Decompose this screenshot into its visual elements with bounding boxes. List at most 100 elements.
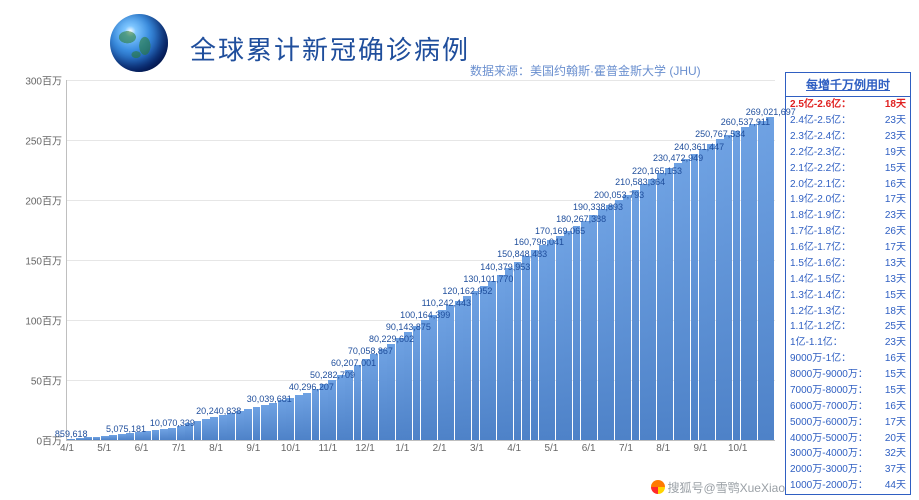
value-label: 190,338,893 xyxy=(573,202,623,212)
bar xyxy=(707,144,715,440)
panel-header: 每增千万例用时 xyxy=(786,73,910,97)
x-tick: 11/1 xyxy=(318,443,337,454)
x-tick: 4/1 xyxy=(60,443,74,454)
value-label: 130,101,770 xyxy=(463,274,513,284)
bar xyxy=(244,409,252,440)
value-label: 150,848,483 xyxy=(497,249,547,259)
value-label: 30,039,681 xyxy=(247,394,292,404)
value-label: 80,229,602 xyxy=(369,334,414,344)
panel-row: 4000万-5000万：20天 xyxy=(786,430,910,446)
bar xyxy=(556,236,564,440)
bar xyxy=(387,344,395,440)
panel-row: 2000万-3000万：37天 xyxy=(786,462,910,478)
bar xyxy=(227,413,235,440)
bar xyxy=(261,405,269,440)
watermark: 搜狐号@雪鹗XueXiao xyxy=(651,479,785,496)
bar xyxy=(438,310,446,440)
bar xyxy=(337,375,345,440)
bar xyxy=(564,231,572,440)
bar xyxy=(278,400,286,440)
bar xyxy=(648,179,656,440)
x-tick: 10/1 xyxy=(728,443,747,454)
bar xyxy=(126,433,134,440)
panel-row: 2.0亿-2.1亿：16天 xyxy=(786,176,910,192)
bar xyxy=(463,296,471,440)
value-label: 120,162,952 xyxy=(442,286,492,296)
bar xyxy=(362,359,370,440)
bar xyxy=(749,124,757,440)
bar xyxy=(312,389,320,440)
panel-row: 2.5亿-2.6亿：18天 xyxy=(786,97,910,113)
panel-row: 5000万-6000万：17天 xyxy=(786,415,910,431)
value-label: 260,537,911 xyxy=(721,117,770,127)
bar xyxy=(404,332,412,440)
value-label: 100,164,399 xyxy=(400,310,450,320)
bar xyxy=(766,117,774,440)
bar xyxy=(429,315,437,440)
bar xyxy=(168,428,176,440)
bar xyxy=(514,262,522,440)
value-label: 220,165,153 xyxy=(632,166,682,176)
panel-row: 8000万-9000万：15天 xyxy=(786,367,910,383)
days-panel: 每增千万例用时 2.5亿-2.6亿：18天2.4亿-2.5亿：23天2.3亿-2… xyxy=(785,72,911,495)
bar xyxy=(674,163,682,440)
value-label: 50,282,709 xyxy=(310,370,355,380)
sohu-icon xyxy=(651,480,665,494)
panel-row: 1.7亿-1.8亿：26天 xyxy=(786,224,910,240)
bar xyxy=(547,240,555,440)
y-tick: 50百万 xyxy=(18,373,62,388)
bar xyxy=(539,245,547,440)
x-tick: 7/1 xyxy=(619,443,633,454)
value-label: 210,583,364 xyxy=(615,177,665,187)
bar xyxy=(488,281,496,440)
bar xyxy=(606,205,614,440)
bar xyxy=(109,435,117,440)
bar xyxy=(531,250,539,440)
bar xyxy=(497,275,505,440)
value-label: 40,296,207 xyxy=(289,382,334,392)
bar xyxy=(522,256,530,440)
bar xyxy=(657,173,665,440)
bar xyxy=(101,436,109,440)
value-label: 60,207,001 xyxy=(331,358,376,368)
value-label: 170,169,065 xyxy=(535,226,585,236)
x-tick: 2/1 xyxy=(433,443,447,454)
bar xyxy=(733,131,741,440)
value-label: 200,053,793 xyxy=(594,190,644,200)
value-label: 90,143,875 xyxy=(386,322,431,332)
globe-icon xyxy=(110,14,168,72)
bar xyxy=(421,320,429,440)
value-label: 230,472,949 xyxy=(653,153,703,163)
bar xyxy=(210,417,218,440)
panel-row: 2.2亿-2.3亿：19天 xyxy=(786,145,910,161)
bar xyxy=(152,430,160,440)
bar xyxy=(160,429,168,440)
bar xyxy=(505,268,513,440)
bar xyxy=(581,221,589,440)
x-tick: 4/1 xyxy=(507,443,521,454)
y-tick: 0百万 xyxy=(18,433,62,448)
bar xyxy=(253,407,261,440)
panel-row: 1.9亿-2.0亿：17天 xyxy=(786,192,910,208)
y-tick: 300百万 xyxy=(18,73,62,88)
bar xyxy=(219,415,227,440)
x-tick: 10/1 xyxy=(281,443,300,454)
bar xyxy=(632,190,640,440)
panel-row: 1.1亿-1.2亿：25天 xyxy=(786,319,910,335)
y-tick: 150百万 xyxy=(18,253,62,268)
bar xyxy=(640,184,648,440)
x-tick: 8/1 xyxy=(656,443,670,454)
bar xyxy=(598,209,606,440)
panel-row: 1亿-1.1亿：23天 xyxy=(786,335,910,351)
bar xyxy=(320,384,328,440)
bar xyxy=(724,135,732,440)
bar xyxy=(93,437,101,440)
panel-row: 1.5亿-1.6亿：13天 xyxy=(786,256,910,272)
value-label: 5,075,181 xyxy=(106,424,146,434)
bar xyxy=(699,149,707,440)
bar xyxy=(455,301,463,440)
panel-row: 7000万-8000万：15天 xyxy=(786,383,910,399)
bar xyxy=(472,291,480,440)
panel-row: 1000万-2000万：44天 xyxy=(786,478,910,494)
bar xyxy=(118,434,126,440)
